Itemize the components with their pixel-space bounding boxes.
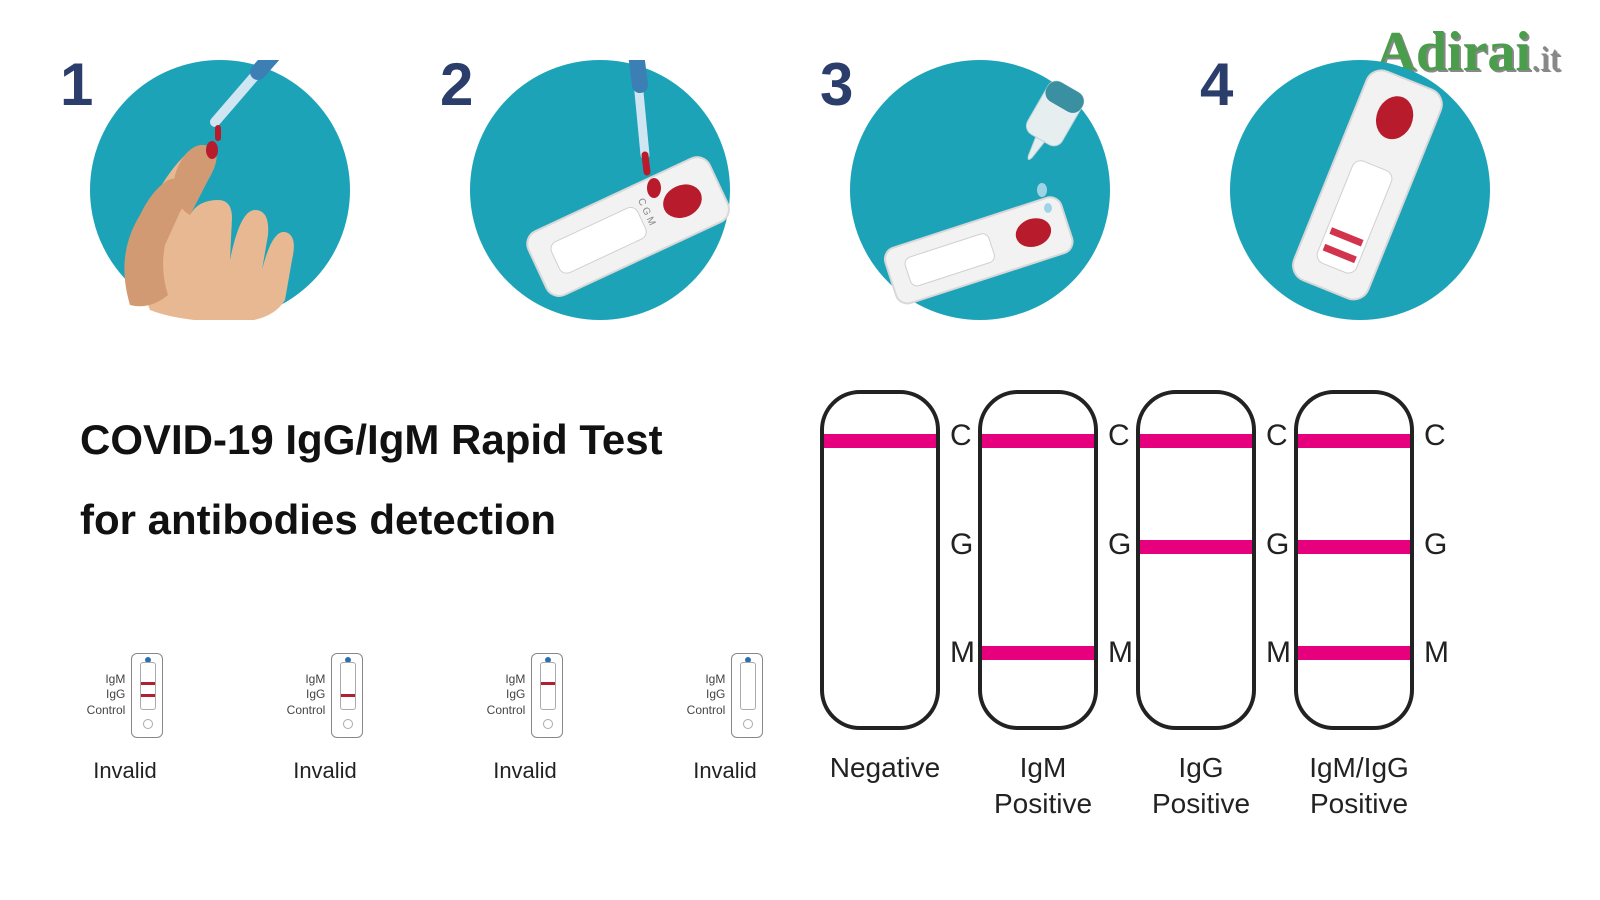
result-igm-igg-positive: CGMIgM/IgGPositive xyxy=(1294,390,1424,823)
invalid-item-2: IgMIgGControl Invalid xyxy=(260,650,390,784)
add-buffer-icon xyxy=(850,60,1110,320)
step-1-circle xyxy=(90,60,350,320)
result-label: IgM/IgGPositive xyxy=(1309,750,1409,823)
mini-side-labels: IgMIgGControl xyxy=(87,672,126,719)
mini-cassette-icon xyxy=(331,653,363,738)
invalid-label: Invalid xyxy=(293,758,357,784)
step-3-circle xyxy=(850,60,1110,320)
result-label: IgGPositive xyxy=(1152,750,1250,823)
step-1-number: 1 xyxy=(60,50,93,119)
mini-side-labels: IgMIgGControl xyxy=(287,672,326,719)
invalid-label: Invalid xyxy=(493,758,557,784)
mini-side-labels: IgMIgGControl xyxy=(487,672,526,719)
mini-cassette-icon xyxy=(131,653,163,738)
step-4-circle xyxy=(1230,60,1490,320)
invalid-item-3: IgMIgGControl Invalid xyxy=(460,650,590,784)
invalid-row: IgMIgGControl Invalid IgMIgGControl Invalid… xyxy=(60,650,790,784)
mini-side-labels: IgMIgGControl xyxy=(687,672,726,719)
mini-cassette-icon xyxy=(731,653,763,738)
invalid-label: Invalid xyxy=(693,758,757,784)
result-igm-positive: CGMIgMPositive xyxy=(978,390,1108,823)
step-4-number: 4 xyxy=(1200,50,1233,119)
result-negative: CGMNegative xyxy=(820,390,950,823)
results-row: CGMNegativeCGMIgMPositiveCGMIgGPositiveC… xyxy=(820,390,1424,823)
step-3: 3 xyxy=(820,40,1120,340)
result-strip-icon xyxy=(1294,390,1414,730)
step-1: 1 xyxy=(60,40,360,340)
title-line-1: COVID-19 IgG/IgM Rapid Test xyxy=(80,400,663,480)
step-3-number: 3 xyxy=(820,50,853,119)
result-label: IgMPositive xyxy=(994,750,1092,823)
title-line-2: for antibodies detection xyxy=(80,480,663,560)
finger-prick-icon xyxy=(90,60,350,320)
title-block: COVID-19 IgG/IgM Rapid Test for antibodi… xyxy=(80,400,663,560)
invalid-item-1: IgMIgGControl Invalid xyxy=(60,650,190,784)
steps-row: 1 2 xyxy=(60,40,1500,340)
apply-blood-icon: C G M xyxy=(470,60,730,320)
step-2-circle: C G M xyxy=(470,60,730,320)
logo-suffix: .it xyxy=(1531,38,1560,78)
invalid-item-4: IgMIgGControl Invalid xyxy=(660,650,790,784)
result-strip-icon xyxy=(1136,390,1256,730)
invalid-label: Invalid xyxy=(93,758,157,784)
step-4: 4 xyxy=(1200,40,1500,340)
result-strip-icon xyxy=(978,390,1098,730)
result-label: Negative xyxy=(830,750,941,786)
result-igg-positive: CGMIgGPositive xyxy=(1136,390,1266,823)
mini-cassette-icon xyxy=(531,653,563,738)
step-2: 2 C G M xyxy=(440,40,740,340)
result-strip-icon xyxy=(820,390,940,730)
read-result-icon xyxy=(1230,60,1490,320)
step-2-number: 2 xyxy=(440,50,473,119)
